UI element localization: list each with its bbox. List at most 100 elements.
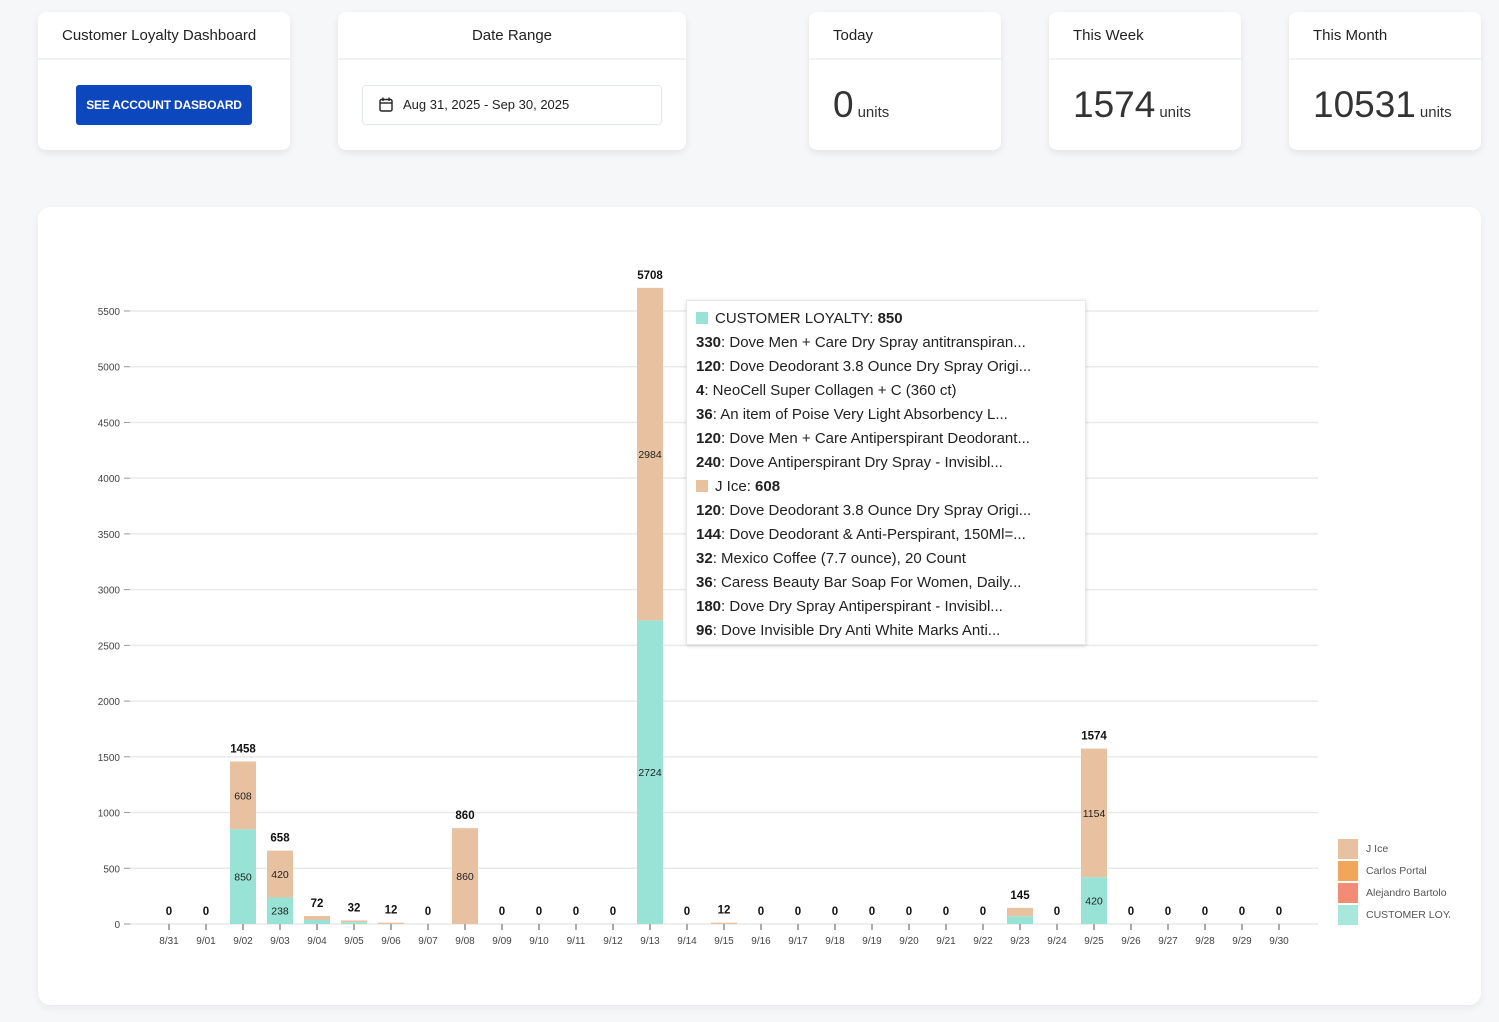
tooltip-item-qty: 4 [696, 382, 705, 399]
bar-total-label: 0 [943, 906, 949, 918]
x-tick-label: 9/24 [1047, 936, 1067, 947]
x-tick-label: 9/16 [751, 936, 771, 947]
x-tick-label: 9/10 [529, 936, 549, 947]
tooltip-item-qty: 120 [696, 430, 722, 447]
tooltip-item-name: : Dove Men + Care Dry Spray antitranspir… [721, 334, 1026, 351]
bar-segment-customer-loyalty [341, 922, 367, 924]
y-tick-label: 5500 [98, 307, 121, 318]
x-tick-label: 9/27 [1158, 936, 1178, 947]
bar-segment-j-ice [711, 922, 737, 924]
bar-total-label: 12 [718, 905, 731, 917]
today-title: Today [809, 12, 1001, 60]
month-unit: units [1419, 104, 1452, 121]
bar-total-label: 0 [1165, 906, 1171, 918]
tooltip-item-qty: 36 [696, 406, 713, 423]
tooltip-series-total: 850 [877, 310, 903, 327]
y-tick-label: 2000 [98, 697, 121, 708]
tooltip-item-qty: 96 [696, 622, 713, 639]
dashboard-card: Customer Loyalty Dashboard SEE ACCOUNT D… [38, 12, 290, 150]
legend-item-j-ice[interactable]: J Ice [1338, 838, 1450, 860]
tooltip-item-qty: 330 [696, 334, 722, 351]
legend-item-customer-loyalty[interactable]: CUSTOMER LOYALTY [1338, 904, 1450, 926]
date-range-picker[interactable]: Aug 31, 2025 - Sep 30, 2025 [362, 85, 662, 125]
bar-total-label: 0 [203, 906, 209, 918]
tooltip-item-name: : Caress Beauty Bar Soap For Women, Dail… [712, 574, 1022, 591]
date-range-value: Aug 31, 2025 - Sep 30, 2025 [403, 97, 570, 112]
bar-total-label: 0 [499, 906, 505, 918]
legend-item-alejandro-bartolo[interactable]: Alejandro Bartolo [1338, 882, 1450, 904]
legend-label: Carlos Portal [1366, 865, 1427, 877]
tooltip-item-name: : Dove Antiperspirant Dry Spray - Invisi… [721, 454, 1003, 471]
tooltip-item-qty: 120 [696, 358, 722, 375]
bar-segment-j-ice [637, 287, 663, 621]
bar-segment-label: 420 [1085, 896, 1103, 908]
see-account-dashboard-button[interactable]: SEE ACCOUNT DASBOARD [76, 85, 252, 125]
x-tick-label: 9/18 [825, 936, 845, 947]
x-tick-label: 9/20 [899, 936, 919, 947]
bar-segment-j-ice [267, 850, 293, 898]
x-tick-label: 9/30 [1269, 936, 1289, 947]
y-tick-label: 500 [103, 864, 120, 875]
x-tick-label: 9/13 [640, 936, 660, 947]
bar-segment-j-ice [304, 915, 330, 920]
month-card: This Month 10531 units [1289, 12, 1481, 150]
bar-segment-label: 2724 [638, 767, 662, 779]
bar-total-label: 1458 [230, 743, 256, 755]
tooltip-swatch [696, 312, 708, 324]
tooltip-item: 180: Dove Dry Spray Antiperspirant - Inv… [696, 595, 1076, 619]
tooltip-item-qty: 32 [696, 550, 713, 567]
chart-tooltip: CUSTOMER LOYALTY: 850 330: Dove Men + Car… [686, 300, 1086, 645]
y-tick-label: 1000 [98, 809, 121, 820]
tooltip-item: 240: Dove Antiperspirant Dry Spray - Inv… [696, 451, 1076, 475]
bar-total-label: 0 [906, 906, 912, 918]
bar-total-label: 0 [536, 906, 542, 918]
x-tick-label: 9/11 [567, 936, 586, 947]
y-tick-label: 3500 [98, 530, 121, 541]
bar-total-label: 860 [455, 810, 474, 822]
y-tick-label: 5000 [98, 363, 121, 374]
y-tick-label: 4000 [98, 474, 121, 485]
tooltip-series-name: J Ice [715, 478, 747, 495]
tooltip-item: 120: Dove Deodorant 3.8 Ounce Dry Spray … [696, 355, 1076, 379]
tooltip-item-qty: 180 [696, 598, 722, 615]
x-tick-label: 9/04 [307, 936, 327, 947]
legend-item-carlos-portal[interactable]: Carlos Portal [1338, 860, 1450, 882]
bar-total-label: 5708 [637, 270, 663, 282]
bar-segment-customer-loyalty [267, 897, 293, 924]
bar-segment-j-ice [341, 920, 367, 923]
week-card: This Week 1574 units [1049, 12, 1241, 150]
tooltip-item: 120: Dove Deodorant 3.8 Ounce Dry Spray … [696, 499, 1076, 523]
tooltip-item-name: : Mexico Coffee (7.7 ounce), 20 Count [712, 550, 966, 567]
bar-segment-j-ice [1007, 907, 1033, 917]
today-card: Today 0 units [809, 12, 1001, 150]
legend-swatch [1338, 839, 1358, 859]
x-tick-label: 9/15 [714, 936, 734, 947]
tooltip-swatch [696, 480, 708, 492]
tooltip-item-qty: 120 [696, 502, 722, 519]
bar-total-label: 145 [1010, 890, 1030, 902]
bar-total-label: 1574 [1081, 731, 1107, 743]
bar-total-label: 0 [1128, 906, 1134, 918]
bar-segment-label: 2984 [638, 449, 662, 461]
bar-segment-j-ice [230, 761, 256, 830]
y-tick-label: 4500 [98, 418, 121, 429]
legend-label: J Ice [1366, 843, 1389, 855]
bar-total-label: 0 [166, 906, 172, 918]
x-tick-label: 9/28 [1195, 936, 1215, 947]
chart-legend: J Ice Carlos Portal Alejandro Bartolo CU… [1338, 838, 1450, 926]
bar-segment-customer-loyalty [637, 620, 663, 924]
legend-swatch [1338, 905, 1358, 925]
month-title: This Month [1289, 12, 1481, 60]
bar-total-label: 0 [869, 906, 875, 918]
month-value: 10531 [1313, 84, 1416, 125]
tooltip-item-name: : Dove Deodorant 3.8 Ounce Dry Spray Ori… [721, 358, 1032, 375]
x-tick-label: 9/26 [1121, 936, 1141, 947]
bar-segment-customer-loyalty [304, 919, 330, 924]
x-tick-label: 9/21 [936, 936, 956, 947]
bar-segment-j-ice [378, 922, 404, 924]
x-tick-label: 9/01 [196, 936, 216, 947]
x-tick-label: 9/19 [862, 936, 882, 947]
bar-segment-j-ice [1081, 748, 1107, 878]
bar-total-label: 0 [795, 906, 801, 918]
tooltip-series-name: CUSTOMER LOYALTY [715, 310, 870, 327]
